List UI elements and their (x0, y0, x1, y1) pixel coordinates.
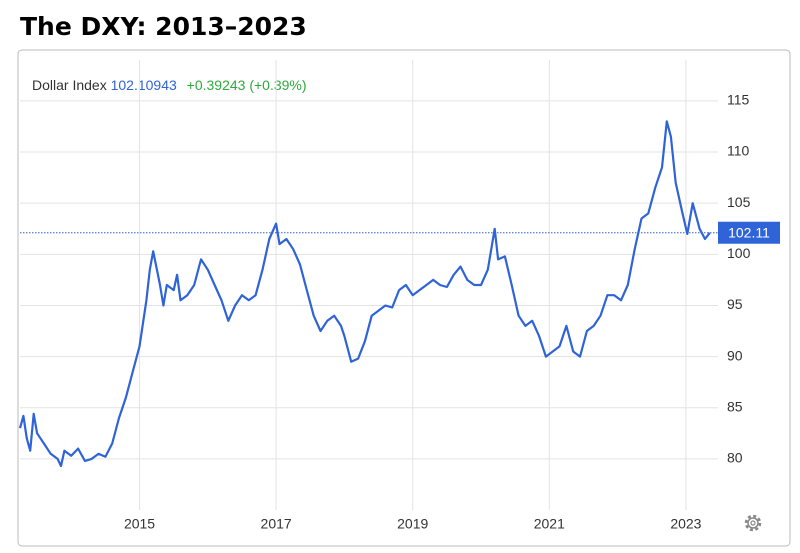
reference-badge (718, 221, 780, 244)
legend-name: Dollar Index (32, 77, 107, 93)
y-tick-label: 100 (727, 245, 751, 261)
chart-frame (17, 49, 791, 547)
y-tick-label: 90 (727, 347, 743, 363)
grid (20, 60, 718, 510)
legend-change: +0.39243 (+0.39%) (187, 77, 307, 93)
chart-title: The DXY: 2013–2023 (20, 12, 307, 41)
gear-ring (747, 517, 759, 529)
x-tick-label: 2021 (534, 516, 565, 532)
y-tick-label: 95 (727, 296, 743, 312)
y-tick-label: 110 (727, 143, 750, 159)
gear-teeth (744, 514, 762, 532)
gear-hub (750, 520, 756, 526)
legend: Dollar Index 102.10943 +0.39243 (+0.39%) (32, 77, 307, 93)
x-tick-label: 2019 (397, 516, 428, 532)
data-line (18, 120, 711, 468)
settings-icon[interactable] (744, 514, 762, 532)
x-tick-label: 2015 (124, 516, 155, 532)
x-tick-label: 2017 (261, 516, 292, 532)
y-tick-label: 85 (727, 398, 743, 414)
legend-last: 102.10943 (111, 77, 177, 93)
y-tick-label: 105 (727, 194, 751, 210)
y-tick-label: 115 (727, 92, 750, 108)
x-tick-label: 2023 (670, 516, 701, 532)
reference-label: 102.11 (728, 224, 770, 240)
y-tick-label: 80 (727, 450, 743, 466)
